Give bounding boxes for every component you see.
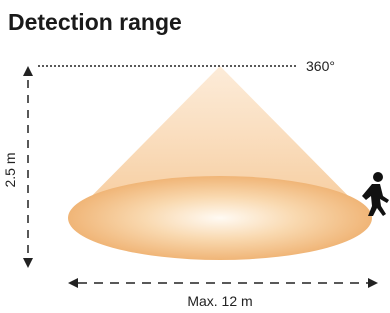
title: Detection range bbox=[8, 9, 182, 35]
range-label: Max. 12 m bbox=[187, 293, 252, 309]
detection-area bbox=[68, 176, 372, 260]
angle-label: 360° bbox=[306, 58, 335, 74]
height-label: 2.5 m bbox=[2, 152, 18, 187]
detection-diagram: Detection range 360° 2.5 m Max. 12 m bbox=[0, 0, 390, 313]
